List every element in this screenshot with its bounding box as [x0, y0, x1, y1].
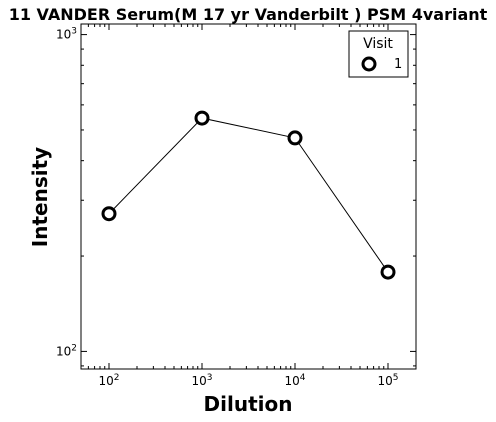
- legend: Visit 1: [348, 30, 409, 78]
- x-tick-label: 102: [98, 373, 119, 388]
- x-tick-label: 103: [191, 373, 212, 388]
- series-1-point: [194, 110, 210, 126]
- y-tick-label: 102: [56, 343, 77, 358]
- chart-title: 11 VANDER Serum(M 17 yr Vanderbilt ) PSM…: [9, 5, 488, 24]
- legend-label-series-1: 1: [394, 57, 402, 72]
- x-axis-label: Dilution: [204, 392, 293, 416]
- y-axis-label: Intensity: [28, 147, 52, 247]
- axis-tick-labels: 102 103 104 105 102 103: [56, 27, 399, 388]
- series-1-point: [287, 130, 303, 146]
- legend-box: [348, 30, 409, 78]
- x-tick-label: 105: [377, 373, 398, 388]
- legend-marker-series-1: [361, 56, 377, 72]
- plot-area-frame: [80, 23, 417, 370]
- y-tick-label: 103: [56, 27, 77, 42]
- series-layer: [101, 110, 396, 280]
- axis-ticks: [80, 24, 417, 369]
- series-1-point: [101, 206, 117, 222]
- x-tick-label: 104: [284, 373, 305, 388]
- legend-title: Visit: [363, 36, 393, 52]
- series-1-line: [108, 117, 389, 273]
- series-1-point: [380, 264, 396, 280]
